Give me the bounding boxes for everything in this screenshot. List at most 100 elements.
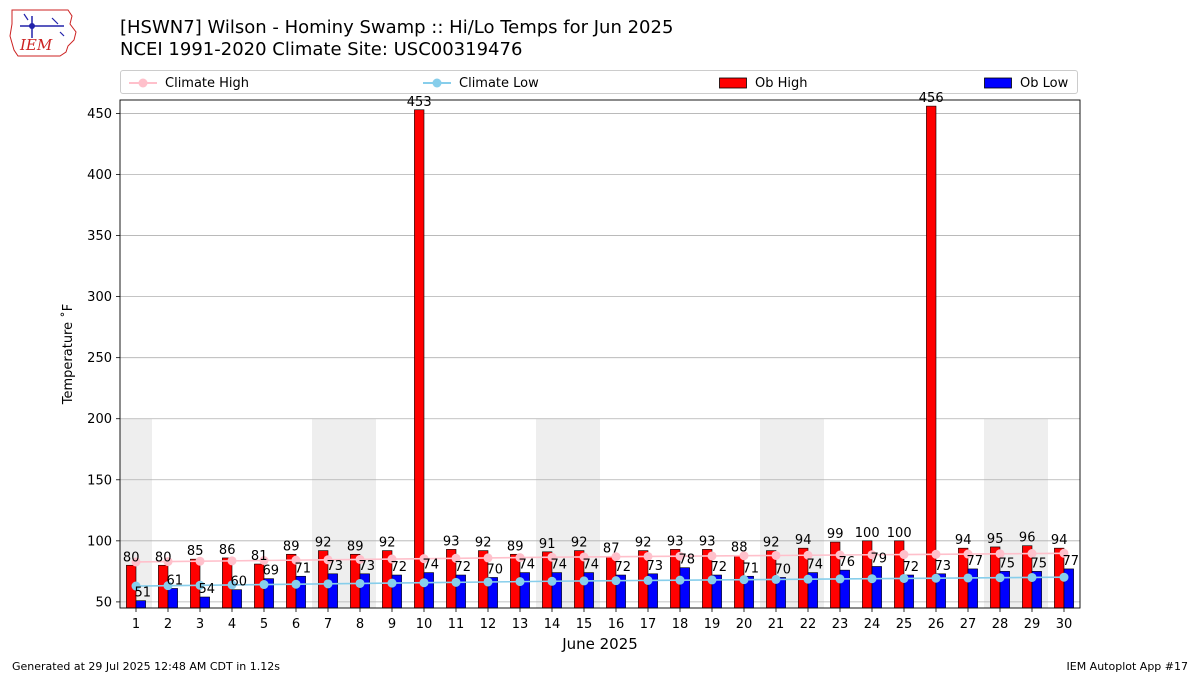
footer-generated: Generated at 29 Jul 2025 12:48 AM CDT in… [12, 660, 280, 673]
chart-title: [HSWN7] Wilson - Hominy Swamp :: Hi/Lo T… [120, 17, 674, 38]
climate-high-point [1059, 548, 1069, 558]
climate-low-point [803, 574, 813, 584]
ob-low-label: 79 [871, 551, 888, 566]
y-tick-label: 200 [87, 412, 112, 427]
x-tick-label: 5 [260, 617, 268, 632]
climate-low-point [227, 580, 237, 590]
ob-high-label: 88 [731, 540, 748, 555]
x-tick-label: 22 [800, 617, 817, 632]
ob-high-label: 81 [251, 549, 268, 564]
legend-label-climate-low: Climate Low [459, 75, 539, 91]
climate-low-point [867, 574, 877, 584]
ob-low-label: 69 [263, 564, 280, 579]
ob-low-label: 60 [231, 575, 248, 590]
x-tick-label: 26 [928, 617, 945, 632]
climate-low-point [739, 575, 749, 585]
ob-high-label: 91 [539, 537, 556, 552]
x-tick-label: 16 [608, 617, 625, 632]
ob-low-bar [359, 573, 370, 609]
ob-low-label: 73 [647, 559, 664, 574]
climate-low-point [515, 577, 525, 587]
ob-high-label: 87 [603, 542, 620, 557]
x-tick-label: 21 [768, 617, 785, 632]
ob-low-label: 74 [551, 558, 568, 573]
ob-high-label: 100 [887, 526, 912, 541]
x-tick-label: 15 [576, 617, 593, 632]
climate-low-point [963, 573, 973, 583]
ob-low-label: 72 [615, 560, 632, 575]
climate-high-point [1027, 549, 1037, 559]
ob-low-label: 74 [423, 558, 440, 573]
climate-high-point [579, 552, 589, 562]
climate-low-point [707, 575, 717, 585]
climate-high-point [611, 552, 621, 562]
ob-high-swatch [719, 77, 747, 89]
climate-high-point [515, 553, 525, 563]
x-tick-label: 13 [512, 617, 529, 632]
legend-item-climate-high: Climate High [129, 74, 249, 92]
ob-low-label: 73 [359, 559, 376, 574]
x-tick-label: 20 [736, 617, 753, 632]
y-tick-label: 150 [87, 473, 112, 488]
climate-low-point [1027, 572, 1037, 582]
ob-high-label: 85 [187, 544, 204, 559]
x-tick-label: 18 [672, 617, 689, 632]
climate-high-point [707, 551, 717, 561]
ob-high-bar [414, 109, 425, 609]
climate-low-line [135, 576, 1065, 587]
y-tick-label: 250 [87, 351, 112, 366]
climate-high-swatch [129, 78, 157, 88]
x-tick-label: 17 [640, 617, 657, 632]
ob-low-label: 51 [135, 586, 152, 601]
logo-text: IEM [19, 36, 53, 54]
climate-high-point [835, 550, 845, 560]
climate-high-point [867, 550, 877, 560]
climate-high-point [355, 554, 365, 564]
x-tick-label: 7 [324, 617, 332, 632]
legend-item-ob-low: Ob Low [984, 74, 1068, 92]
x-tick-label: 23 [832, 617, 849, 632]
x-tick-label: 25 [896, 617, 913, 632]
climate-low-point [163, 581, 173, 591]
ob-low-label: 75 [999, 556, 1016, 571]
climate-low-point [387, 578, 397, 588]
y-tick-label: 300 [87, 290, 112, 305]
ob-low-label: 73 [327, 559, 344, 574]
climate-high-point [419, 554, 429, 564]
ob-high-label: 95 [987, 532, 1004, 547]
x-tick-label: 2 [164, 617, 172, 632]
climate-low-point [451, 577, 461, 587]
climate-low-point [1059, 572, 1069, 582]
climate-high-point [195, 556, 205, 566]
y-tick-label: 450 [87, 107, 112, 122]
ob-high-label: 93 [699, 534, 716, 549]
x-tick-label: 24 [864, 617, 881, 632]
chart-subtitle: NCEI 1991-2020 Climate Site: USC00319476 [120, 39, 523, 60]
ob-high-label: 94 [1051, 533, 1068, 548]
climate-low-point [195, 580, 205, 590]
ob-low-label: 78 [679, 553, 696, 568]
ob-low-swatch [984, 77, 1012, 89]
ob-high-bar [926, 105, 937, 609]
x-tick-label: 28 [992, 617, 1009, 632]
ob-low-label: 77 [967, 554, 984, 569]
ob-low-label: 77 [1063, 554, 1080, 569]
climate-high-point [131, 557, 141, 567]
ob-high-label: 96 [1019, 531, 1036, 546]
climate-high-point [803, 550, 813, 560]
footer-app: IEM Autoplot App #17 [1066, 660, 1189, 673]
climate-high-point [291, 555, 301, 565]
climate-high-point [387, 554, 397, 564]
ob-low-bar [871, 566, 882, 609]
climate-low-point [291, 579, 301, 589]
ob-high-label: 99 [827, 527, 844, 542]
ob-low-label: 70 [487, 562, 504, 577]
x-tick-label: 27 [960, 617, 977, 632]
x-tick-label: 3 [196, 617, 204, 632]
climate-low-point [675, 575, 685, 585]
ob-high-label: 94 [795, 533, 812, 548]
ob-high-label: 456 [919, 91, 944, 106]
ob-high-label: 100 [855, 526, 880, 541]
climate-low-point [131, 581, 141, 591]
legend-label-ob-high: Ob High [755, 75, 808, 91]
